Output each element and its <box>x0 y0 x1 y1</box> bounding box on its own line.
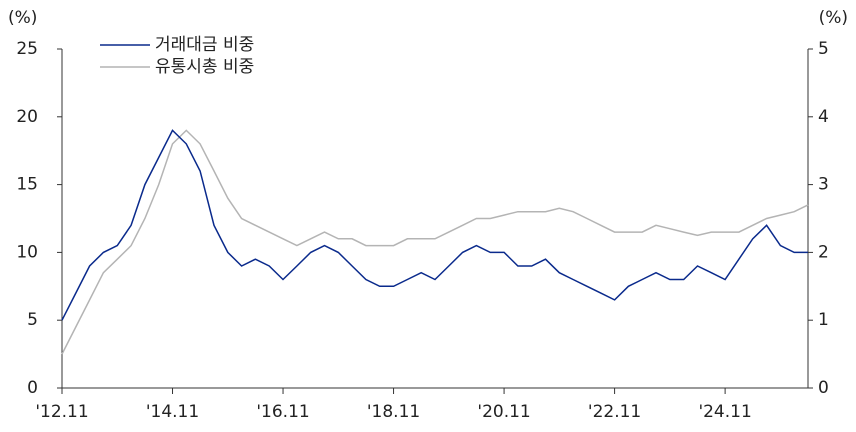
x-tick-label: '14.11 <box>146 402 199 422</box>
y-tick-label: 10 <box>16 242 38 262</box>
y-tick-label: 15 <box>16 175 38 195</box>
legend-label: 거래대금 비중 <box>155 35 254 55</box>
x-tick-label: '12.11 <box>35 402 88 422</box>
y-tick-label: 0 <box>27 378 38 398</box>
y2-tick-label: 1 <box>818 310 829 330</box>
y-tick-label: 25 <box>16 39 38 59</box>
y2-tick-label: 0 <box>818 378 829 398</box>
y2-tick-label: 5 <box>818 39 829 59</box>
y-axis-label: (%) <box>8 8 37 28</box>
y2-tick-label: 4 <box>818 107 829 127</box>
x-tick-label: '20.11 <box>477 402 530 422</box>
x-tick-label: '24.11 <box>698 402 751 422</box>
x-tick-label: '16.11 <box>256 402 309 422</box>
y2-axis-label: (%) <box>819 8 848 28</box>
x-tick-label: '22.11 <box>588 402 641 422</box>
y-tick-label: 20 <box>16 107 38 127</box>
x-tick-label: '18.11 <box>367 402 420 422</box>
series-line <box>61 129 809 355</box>
series-line <box>61 129 808 321</box>
y2-tick-label: 3 <box>818 175 829 195</box>
y2-tick-label: 2 <box>818 242 829 262</box>
y-tick-label: 5 <box>27 310 38 330</box>
legend-label: 유통시총 비중 <box>155 57 254 77</box>
